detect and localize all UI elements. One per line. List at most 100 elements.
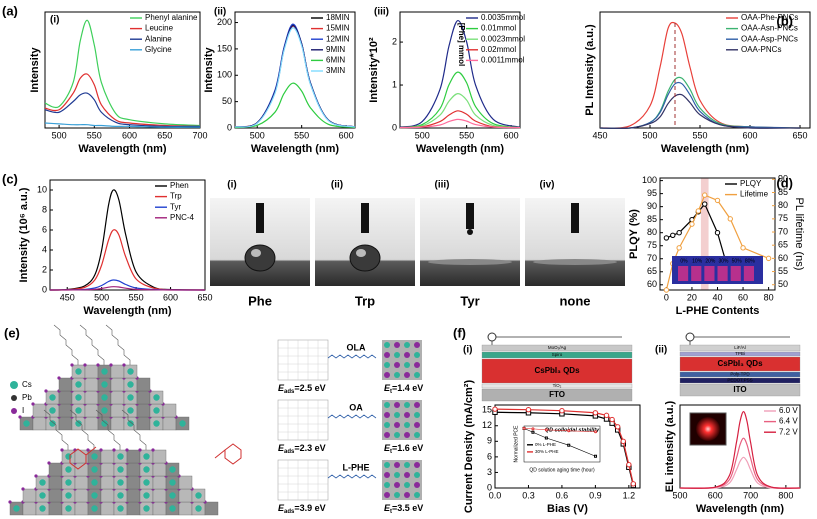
- slab-atom: [404, 462, 410, 468]
- slab-atom: [394, 492, 400, 498]
- lphe-molecule: [69, 446, 97, 470]
- octahedron: [178, 501, 193, 516]
- point: [740, 245, 746, 251]
- y-tick-label: 70: [647, 253, 657, 263]
- legend-label: 0.0011mmol: [481, 56, 525, 65]
- i-atom: [96, 363, 100, 367]
- slab-atom: [404, 372, 410, 378]
- energy-value: =3.5 eV: [392, 503, 423, 513]
- point: [531, 430, 535, 434]
- plot-frame: [679, 404, 801, 489]
- cs-atom: [195, 492, 202, 499]
- point: [689, 221, 695, 227]
- y-tick-label: 95: [647, 188, 657, 198]
- slab-atom: [384, 432, 390, 438]
- ligand-chain: [327, 474, 377, 479]
- panel-letter: (b): [776, 13, 793, 28]
- plot-frame: [49, 179, 206, 291]
- cs-atom: [153, 407, 160, 414]
- octahedron: [48, 501, 63, 516]
- legend-label: 0% L-PHE: [535, 442, 556, 447]
- inset-label: 30%: [718, 258, 729, 264]
- x-tick-label: 650: [792, 130, 807, 140]
- el-glow: [696, 417, 720, 441]
- octahedron: [162, 416, 177, 431]
- x-tick-label: 80: [764, 292, 774, 302]
- point: [727, 216, 733, 222]
- cs-atom: [127, 394, 134, 401]
- i-atom: [151, 448, 155, 452]
- sample-vial: [678, 266, 689, 281]
- cs-atom: [169, 466, 176, 473]
- energy-subscript: t: [390, 449, 392, 455]
- octahedron: [74, 501, 89, 516]
- layer-label: CsPbI₃ QDs: [534, 366, 580, 375]
- series-line: [399, 93, 521, 129]
- y-axis-label: Intensity*10²: [368, 37, 380, 103]
- legend-label: PLQY: [740, 179, 762, 188]
- cs-atom: [117, 466, 124, 473]
- device-layer: [679, 383, 801, 397]
- ligand-chain: [79, 324, 105, 365]
- slab-atom: [394, 412, 400, 418]
- photo-numeral: (i): [227, 180, 236, 191]
- series-line: [44, 19, 201, 127]
- x-axis-label: Wavelength (nm): [416, 143, 505, 155]
- i-atom: [8, 500, 12, 504]
- x-tick-label: 0.3: [522, 490, 535, 500]
- slab-atom: [404, 402, 410, 408]
- device-layer: [481, 388, 633, 402]
- cs-atom: [143, 505, 150, 512]
- slab-atom: [384, 472, 390, 478]
- x-tick-label: 500: [672, 490, 687, 500]
- y2-tick-label: 70: [778, 226, 788, 236]
- ligand-chain: [69, 409, 95, 450]
- octahedron: [84, 416, 99, 431]
- inset-label: 10%: [692, 258, 703, 264]
- cs-atom: [101, 381, 108, 388]
- point: [594, 454, 598, 458]
- cs-atom: [117, 479, 124, 486]
- layer-label: Poly-TPD: [730, 372, 750, 377]
- octahedron: [22, 488, 37, 503]
- series-line: [599, 81, 801, 130]
- slab-atom: [404, 432, 410, 438]
- adsorption-energy: Eads=2.3 eV: [278, 443, 326, 454]
- device-layer: [679, 371, 801, 378]
- legend-label: Phen: [170, 181, 189, 190]
- series-line: [665, 194, 769, 291]
- point: [714, 197, 721, 204]
- cs-atom: [143, 453, 150, 460]
- slab-atom: [384, 482, 390, 488]
- cs-atom: [75, 394, 82, 401]
- octahedron: [110, 364, 125, 379]
- plot-frame: [599, 11, 811, 129]
- needle: [466, 203, 474, 229]
- octahedron: [32, 416, 47, 431]
- cs-atom: [65, 505, 72, 512]
- x-tick-label: 550: [87, 130, 102, 140]
- cs-atom: [169, 479, 176, 486]
- series-line: [494, 408, 634, 484]
- legend-atom: [11, 395, 17, 401]
- legend-label: Glycine: [145, 45, 172, 54]
- octahedron: [84, 390, 99, 405]
- energy-subscript: t: [390, 509, 392, 515]
- point: [567, 429, 571, 433]
- octahedron: [204, 501, 219, 516]
- legend-label: OAA-Phe-PNCs: [741, 13, 798, 22]
- octahedron: [58, 403, 73, 418]
- point: [620, 438, 626, 445]
- sample-vial: [743, 266, 754, 281]
- octahedron: [110, 390, 125, 405]
- y-axis-label: Intensity (10⁶ a.u.): [18, 187, 30, 282]
- x-tick-label: 500: [52, 130, 67, 140]
- sample-vial: [691, 266, 702, 281]
- slab-atom: [404, 352, 410, 358]
- slab-atom: [384, 342, 390, 348]
- lphe-molecule: [214, 443, 242, 465]
- ligand-chain: [327, 414, 377, 419]
- octahedron: [74, 462, 89, 477]
- cs-atom: [49, 394, 56, 401]
- y-tick-label: 75: [647, 240, 657, 250]
